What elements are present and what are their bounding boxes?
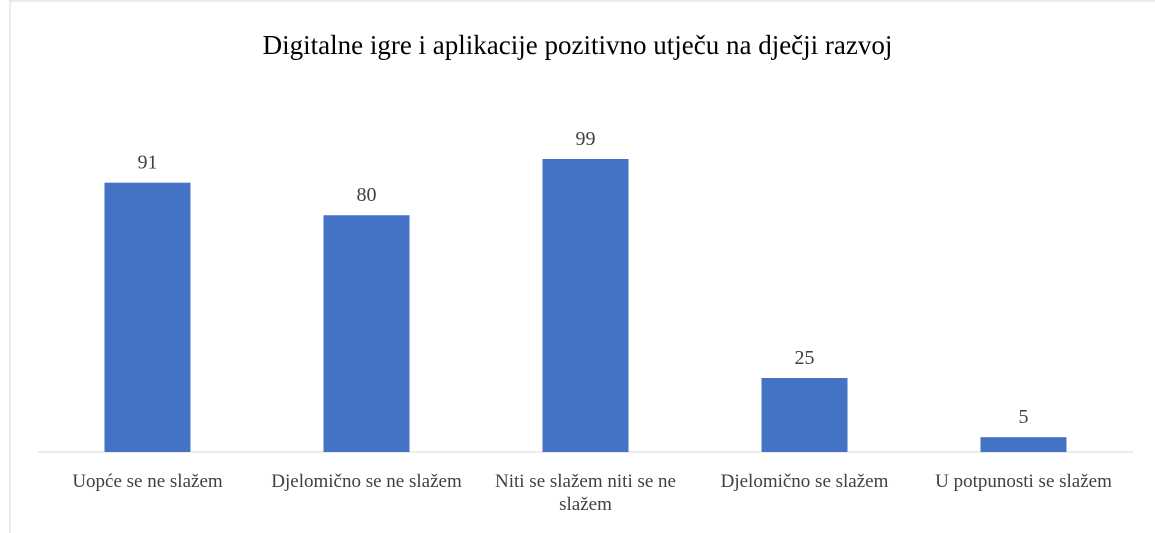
x-tick-label: Niti se slažem niti se ne slažem — [495, 471, 676, 515]
bar — [980, 437, 1067, 452]
chart-title: Digitalne igre i aplikacije pozitivno ut… — [262, 30, 893, 60]
data-label: 99 — [576, 128, 596, 150]
data-label: 5 — [1019, 406, 1029, 428]
bar — [323, 215, 410, 452]
data-label: 91 — [138, 152, 158, 174]
data-label: 25 — [795, 347, 815, 369]
bar — [104, 182, 191, 453]
bar — [761, 378, 848, 452]
bar — [542, 159, 629, 452]
x-tick-label: U potpunosti se slažem — [935, 471, 1112, 492]
x-tick-label: Djelomično se slažem — [720, 471, 889, 492]
x-tick-label: Uopće se ne slažem — [72, 471, 223, 492]
x-tick-label: Djelomično se ne slažem — [271, 471, 462, 492]
data-label: 80 — [357, 184, 377, 206]
